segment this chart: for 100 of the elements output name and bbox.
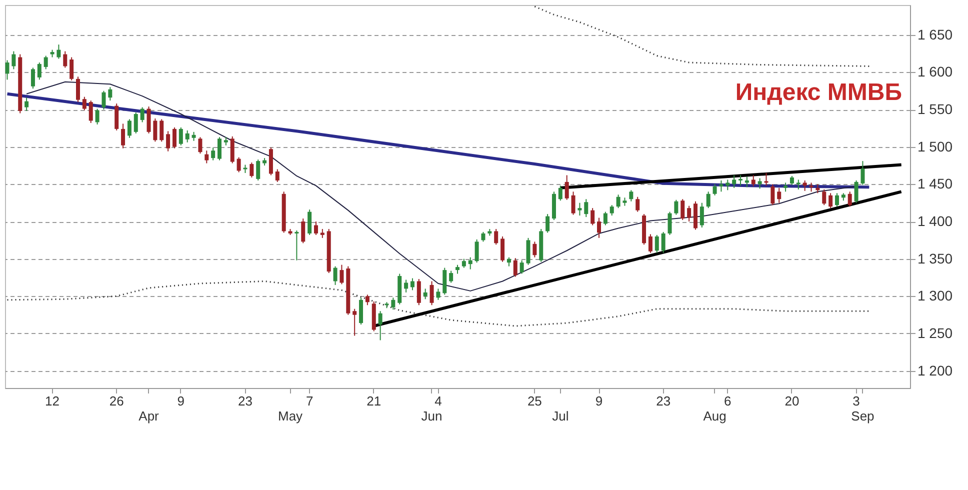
candlestick xyxy=(404,279,408,293)
x-tick-label: Jun xyxy=(421,408,442,424)
candlestick xyxy=(751,174,756,187)
candlestick xyxy=(474,238,479,264)
candlestick xyxy=(564,174,569,200)
x-tick-label: May xyxy=(278,408,304,424)
x-tick-label: Jul xyxy=(552,408,569,424)
candlestick xyxy=(558,185,562,202)
candlestick xyxy=(513,258,518,278)
x-tick-label: 20 xyxy=(784,394,800,408)
candlestick xyxy=(340,264,344,285)
x-tick-label: 23 xyxy=(656,394,671,408)
candlestick xyxy=(256,159,260,181)
candlestick xyxy=(95,108,100,125)
candlestick xyxy=(481,231,486,242)
candlestick xyxy=(668,211,672,236)
candlestick xyxy=(76,76,80,103)
candlestick xyxy=(275,168,280,182)
y-tick-label: 1 400 xyxy=(918,213,953,230)
candlestick xyxy=(88,100,93,124)
candlestick xyxy=(726,179,730,191)
candlestick xyxy=(738,174,743,186)
candlestick xyxy=(102,90,106,110)
candlestick xyxy=(610,204,614,216)
y-tick-label: 1 200 xyxy=(918,362,953,378)
line-series xyxy=(534,6,870,67)
x-tick-label: Apr xyxy=(138,408,160,424)
candlestick xyxy=(802,180,807,192)
candlestick xyxy=(5,60,10,80)
candlestick xyxy=(198,136,202,154)
candlestick xyxy=(796,179,800,190)
candlestick xyxy=(140,106,144,123)
text: Индекс ММВБ xyxy=(735,79,902,106)
candlestick xyxy=(172,126,176,149)
x-tick-label: 12 xyxy=(45,394,60,408)
candlestick xyxy=(719,180,724,192)
candlestick xyxy=(854,180,858,204)
candlestick xyxy=(12,50,16,70)
candlestick xyxy=(114,103,119,131)
candlestick xyxy=(712,184,717,196)
y-tick-label: 1 250 xyxy=(918,325,953,341)
line-series xyxy=(6,280,870,327)
candlestick xyxy=(500,236,505,262)
candlestick xyxy=(436,288,440,300)
candlestick xyxy=(590,208,595,226)
candlestick xyxy=(430,280,434,306)
candlestick xyxy=(230,136,234,164)
candlestick xyxy=(423,288,428,300)
candlestick xyxy=(178,126,183,146)
candlestick xyxy=(828,192,833,209)
candlestick xyxy=(333,266,338,286)
candlestick xyxy=(134,112,138,134)
candlestick xyxy=(661,231,666,254)
candlestick xyxy=(546,214,550,234)
candlestick xyxy=(185,130,190,143)
candlestick xyxy=(166,130,170,152)
y-tick-label: 1 650 xyxy=(918,26,953,42)
candlestick xyxy=(146,106,151,134)
candlestick xyxy=(442,267,447,296)
candlestick xyxy=(108,86,112,102)
y-tick-label: 1 550 xyxy=(918,101,953,118)
x-tick-label: 9 xyxy=(595,394,603,408)
candlestick xyxy=(860,160,865,186)
candlestick xyxy=(571,191,576,216)
candlestick xyxy=(410,278,414,291)
y-tick-label: 1 450 xyxy=(918,176,953,192)
y-tick-label: 1 600 xyxy=(918,64,953,80)
x-tick-label: 25 xyxy=(527,394,542,408)
candlestick xyxy=(121,123,126,149)
candlestick xyxy=(822,188,826,206)
candlestick xyxy=(30,67,35,90)
candlestick xyxy=(468,256,472,270)
candlestick xyxy=(732,174,736,188)
candlestick xyxy=(603,211,608,226)
candlestick xyxy=(218,136,222,161)
candlestick xyxy=(211,147,216,161)
candlestick xyxy=(250,162,254,178)
x-tick-label: 23 xyxy=(238,394,252,408)
candlestick xyxy=(674,199,678,216)
candlestick xyxy=(616,194,620,209)
candlestick xyxy=(63,50,68,68)
candlestick xyxy=(758,178,762,190)
candlestick xyxy=(700,202,704,228)
candlestick xyxy=(70,56,74,81)
x-tick-label: Sep xyxy=(851,408,874,424)
x-tick-label: Aug xyxy=(703,408,726,424)
candlestick xyxy=(848,191,852,208)
candlestick xyxy=(680,198,685,221)
x-tick-label: 4 xyxy=(434,394,442,408)
y-tick-label: 1 500 xyxy=(918,138,953,154)
candlestick xyxy=(597,217,602,238)
candlestick xyxy=(520,260,524,274)
candlestick xyxy=(494,228,498,246)
candlestick xyxy=(204,150,209,164)
candlestick xyxy=(37,62,42,80)
candlestick xyxy=(648,234,652,254)
candlestick xyxy=(44,55,48,70)
x-tick-label: 21 xyxy=(366,394,382,408)
candlestick xyxy=(636,196,640,212)
candlestick xyxy=(526,237,530,266)
